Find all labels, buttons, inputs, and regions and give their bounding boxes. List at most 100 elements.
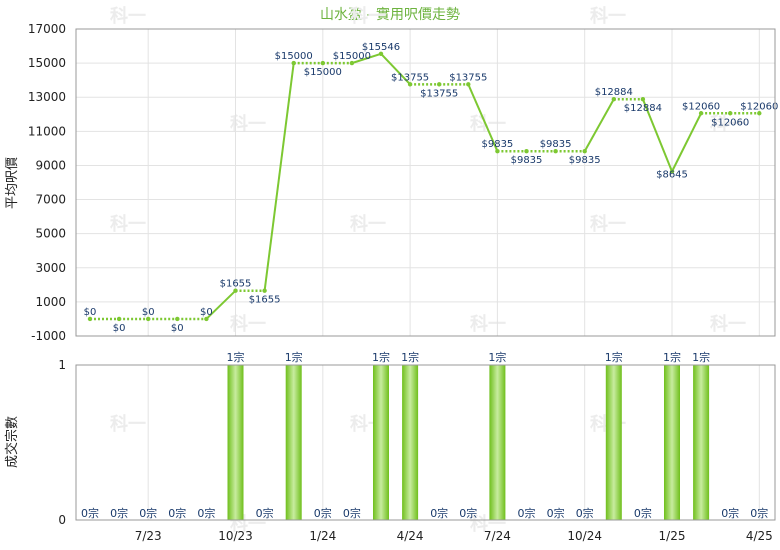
price-line: [87, 51, 762, 322]
transaction-label: 1宗: [401, 350, 419, 364]
price-segment: [641, 98, 673, 172]
price-label: $1655: [249, 295, 281, 306]
transaction-bar: [693, 365, 710, 520]
price-label: $9835: [511, 155, 543, 166]
transaction-label: 0宗: [168, 506, 186, 520]
watermark-text: 科一: [710, 113, 746, 135]
price-tick-label: -1000: [31, 329, 66, 343]
price-point: [553, 149, 558, 154]
transaction-bar: [285, 365, 302, 520]
price-segment: [205, 289, 237, 320]
transaction-label: 1宗: [663, 350, 681, 364]
price-point: [175, 316, 180, 322]
price-point: [378, 51, 384, 56]
transaction-label: 0宗: [314, 506, 332, 520]
price-tick-label: 7000: [35, 193, 66, 207]
transaction-bar: [227, 365, 244, 520]
x-tick-label: 7/23: [135, 529, 162, 543]
price-label: $12884: [624, 103, 662, 114]
price-segment: [467, 83, 499, 152]
transaction-label: 0宗: [139, 506, 157, 520]
price-label: $12060: [711, 117, 749, 128]
price-point: [204, 316, 209, 322]
watermark-text: 科一: [710, 313, 746, 335]
transaction-label: 0宗: [459, 506, 477, 520]
price-point: [116, 316, 122, 322]
watermark-text: 科一: [230, 113, 266, 135]
price-point: [320, 60, 325, 66]
watermark-text: 科一: [470, 313, 506, 335]
chart-title: 山水盈 - 實用呎價走勢: [320, 6, 460, 23]
price-label: $0: [171, 323, 184, 334]
price-label: $13755: [449, 72, 487, 83]
price-point: [698, 111, 704, 116]
transaction-bar: [373, 365, 389, 520]
watermark-text: 科一: [110, 213, 146, 235]
price-tick-label: 13000: [28, 90, 66, 104]
count-tick-label: 0: [58, 513, 66, 527]
x-tick-label: 10/24: [567, 529, 602, 543]
transaction-label: 0宗: [576, 506, 594, 520]
price-label: $0: [113, 323, 126, 334]
x-tick-label: 4/24: [397, 529, 424, 543]
price-point: [87, 316, 93, 322]
price-axis: -1000 1000 3000 5000 7000 9000 11000 13000 15000…: [28, 22, 66, 343]
price-label: $8645: [656, 169, 688, 180]
watermark-text: 科一: [230, 313, 266, 335]
price-point: [669, 169, 675, 174]
transaction-label: 0宗: [343, 506, 361, 520]
price-axis-title: 平均呎價: [5, 157, 20, 209]
price-label: $9835: [569, 155, 601, 166]
price-segment: [263, 62, 295, 291]
price-point: [524, 149, 529, 154]
price-point: [291, 60, 296, 66]
transaction-label: 0宗: [81, 506, 99, 520]
watermark-text: 科一: [350, 213, 386, 235]
transaction-label: 0宗: [256, 506, 274, 520]
transaction-bar: [664, 365, 680, 520]
transaction-label: 0宗: [430, 506, 448, 520]
count-tick-label: 1: [58, 358, 66, 372]
price-label: $15546: [362, 42, 400, 53]
price-tick-label: 3000: [35, 261, 66, 275]
transaction-label: 1宗: [488, 350, 506, 364]
count-plot-frame: [75, 364, 776, 521]
x-tick-label: 1/24: [309, 529, 336, 543]
price-label: $1655: [220, 279, 252, 290]
price-tick-label: 1000: [35, 295, 66, 309]
price-segment: [380, 53, 411, 86]
transaction-label: 1宗: [605, 350, 623, 364]
price-point: [757, 111, 762, 116]
x-tick-label: 10/23: [218, 529, 253, 543]
price-label: $15000: [304, 67, 342, 78]
price-point: [582, 149, 587, 154]
transaction-label: 0宗: [110, 506, 128, 520]
transaction-bar: [605, 365, 622, 520]
transaction-label: 0宗: [197, 506, 215, 520]
price-label: $12060: [740, 101, 778, 112]
transaction-label: 0宗: [721, 506, 739, 520]
price-point: [437, 82, 442, 87]
price-tick-label: 11000: [28, 124, 66, 138]
transaction-label: 0宗: [518, 506, 536, 520]
price-labels: $0$0$0$0$0$1655$1655$15000$15000$15000$1…: [84, 42, 779, 334]
price-label: $0: [200, 307, 213, 318]
x-tick-label: 4/25: [746, 529, 773, 543]
price-point: [407, 82, 413, 87]
watermark-text: 科一: [110, 5, 146, 27]
price-tick-label: 17000: [28, 22, 66, 36]
price-point: [233, 288, 238, 293]
count-axis: 0 1 7/23 10/23 1/24 4/24 7/24 10/24 1/25 4/25: [58, 358, 772, 543]
price-tick-label: 15000: [28, 56, 66, 70]
watermark-text: 科一: [350, 5, 386, 27]
transaction-label: 0宗: [750, 506, 768, 520]
watermark-text: 科一: [590, 213, 626, 235]
transaction-bars: [227, 365, 710, 520]
price-label: $15000: [275, 51, 313, 62]
price-point: [466, 82, 471, 87]
price-label: $13755: [391, 72, 429, 83]
x-tick-label: 1/25: [659, 529, 686, 543]
price-label: $0: [84, 307, 97, 318]
transaction-bar: [489, 365, 506, 520]
transaction-label: 1宗: [372, 350, 390, 364]
